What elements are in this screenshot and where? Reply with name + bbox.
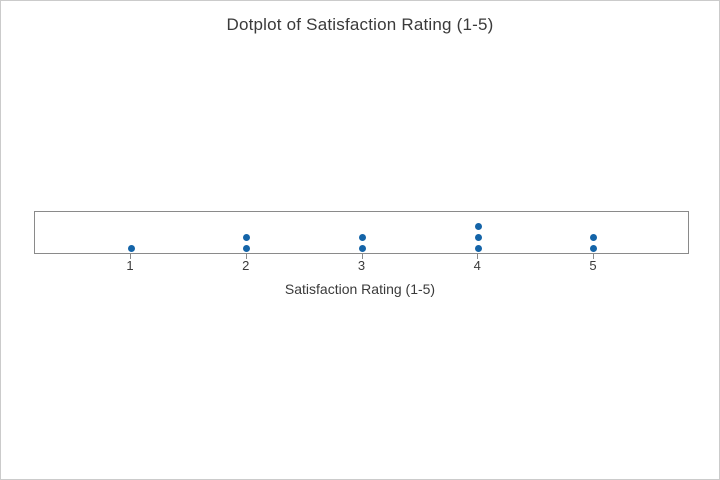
axis-tick-label: 2 — [242, 258, 250, 273]
data-dot — [590, 245, 598, 252]
data-dot — [359, 234, 366, 241]
axis-tick-label: 1 — [126, 258, 134, 273]
axis-tick — [592, 254, 594, 259]
data-dot — [243, 245, 251, 252]
data-dot — [359, 245, 366, 252]
axis-tick — [245, 254, 247, 259]
axis-tick-label: 5 — [589, 258, 597, 273]
data-dot — [243, 234, 251, 241]
axis-tick — [361, 254, 363, 259]
axis-tick — [130, 254, 132, 259]
data-dot — [590, 234, 598, 241]
data-dot — [474, 245, 482, 252]
data-dot — [474, 223, 482, 230]
chart-title: Dotplot of Satisfaction Rating (1-5) — [226, 15, 494, 34]
data-dot — [474, 234, 482, 241]
data-dot — [127, 245, 135, 252]
axis-tick-label: 3 — [357, 258, 366, 273]
axis-tick — [477, 254, 479, 259]
axis-tick-label: 4 — [473, 258, 481, 273]
plot-area — [34, 211, 689, 254]
x-axis-label: Satisfaction Rating (1-5) — [284, 281, 436, 297]
